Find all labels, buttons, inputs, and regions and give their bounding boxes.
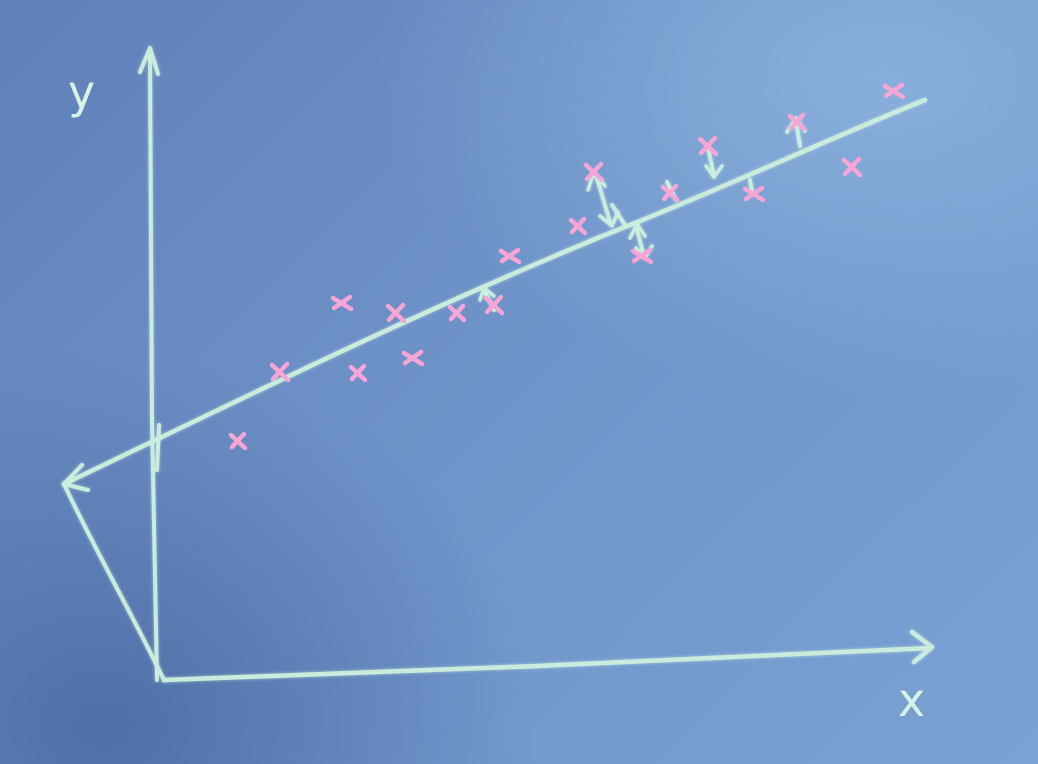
data-point-cross-icon	[882, 82, 906, 100]
data-points	[228, 82, 906, 451]
data-point-cross-icon	[630, 247, 654, 265]
x-axis	[161, 629, 935, 683]
data-point-cross-icon	[568, 216, 588, 236]
data-point-cross-icon	[841, 156, 863, 178]
data-point-cross-icon	[447, 303, 467, 323]
data-point-cross-icon	[330, 294, 354, 312]
residual-arrows	[478, 116, 807, 312]
data-point-cross-icon	[401, 349, 425, 367]
data-point-cross-icon	[228, 431, 248, 451]
data-point-cross-icon	[660, 183, 680, 203]
data-point-cross-icon	[483, 294, 505, 316]
regression-line-arrow-icon	[62, 463, 90, 492]
residual-arrow	[610, 203, 627, 227]
data-point-cross-icon	[742, 185, 766, 203]
y-axis-label: y	[68, 65, 95, 119]
data-point-cross-icon	[583, 161, 605, 183]
y-axis	[138, 46, 160, 682]
x-axis-label: x	[898, 673, 925, 727]
y-axis-arrow-icon	[138, 46, 160, 76]
data-point-cross-icon	[269, 361, 291, 383]
data-point-cross-icon	[787, 112, 807, 132]
data-point-cross-icon	[385, 302, 407, 324]
data-point-cross-icon	[348, 363, 368, 383]
residual-arrow	[748, 178, 754, 194]
regression-line	[61, 97, 928, 492]
data-point-cross-icon	[697, 135, 719, 157]
data-point-cross-icon	[498, 247, 522, 265]
x-axis-arrow-icon	[909, 629, 935, 665]
projection-line	[62, 482, 166, 682]
residual-arrow	[704, 146, 724, 179]
y-intercept-tick	[155, 423, 161, 472]
